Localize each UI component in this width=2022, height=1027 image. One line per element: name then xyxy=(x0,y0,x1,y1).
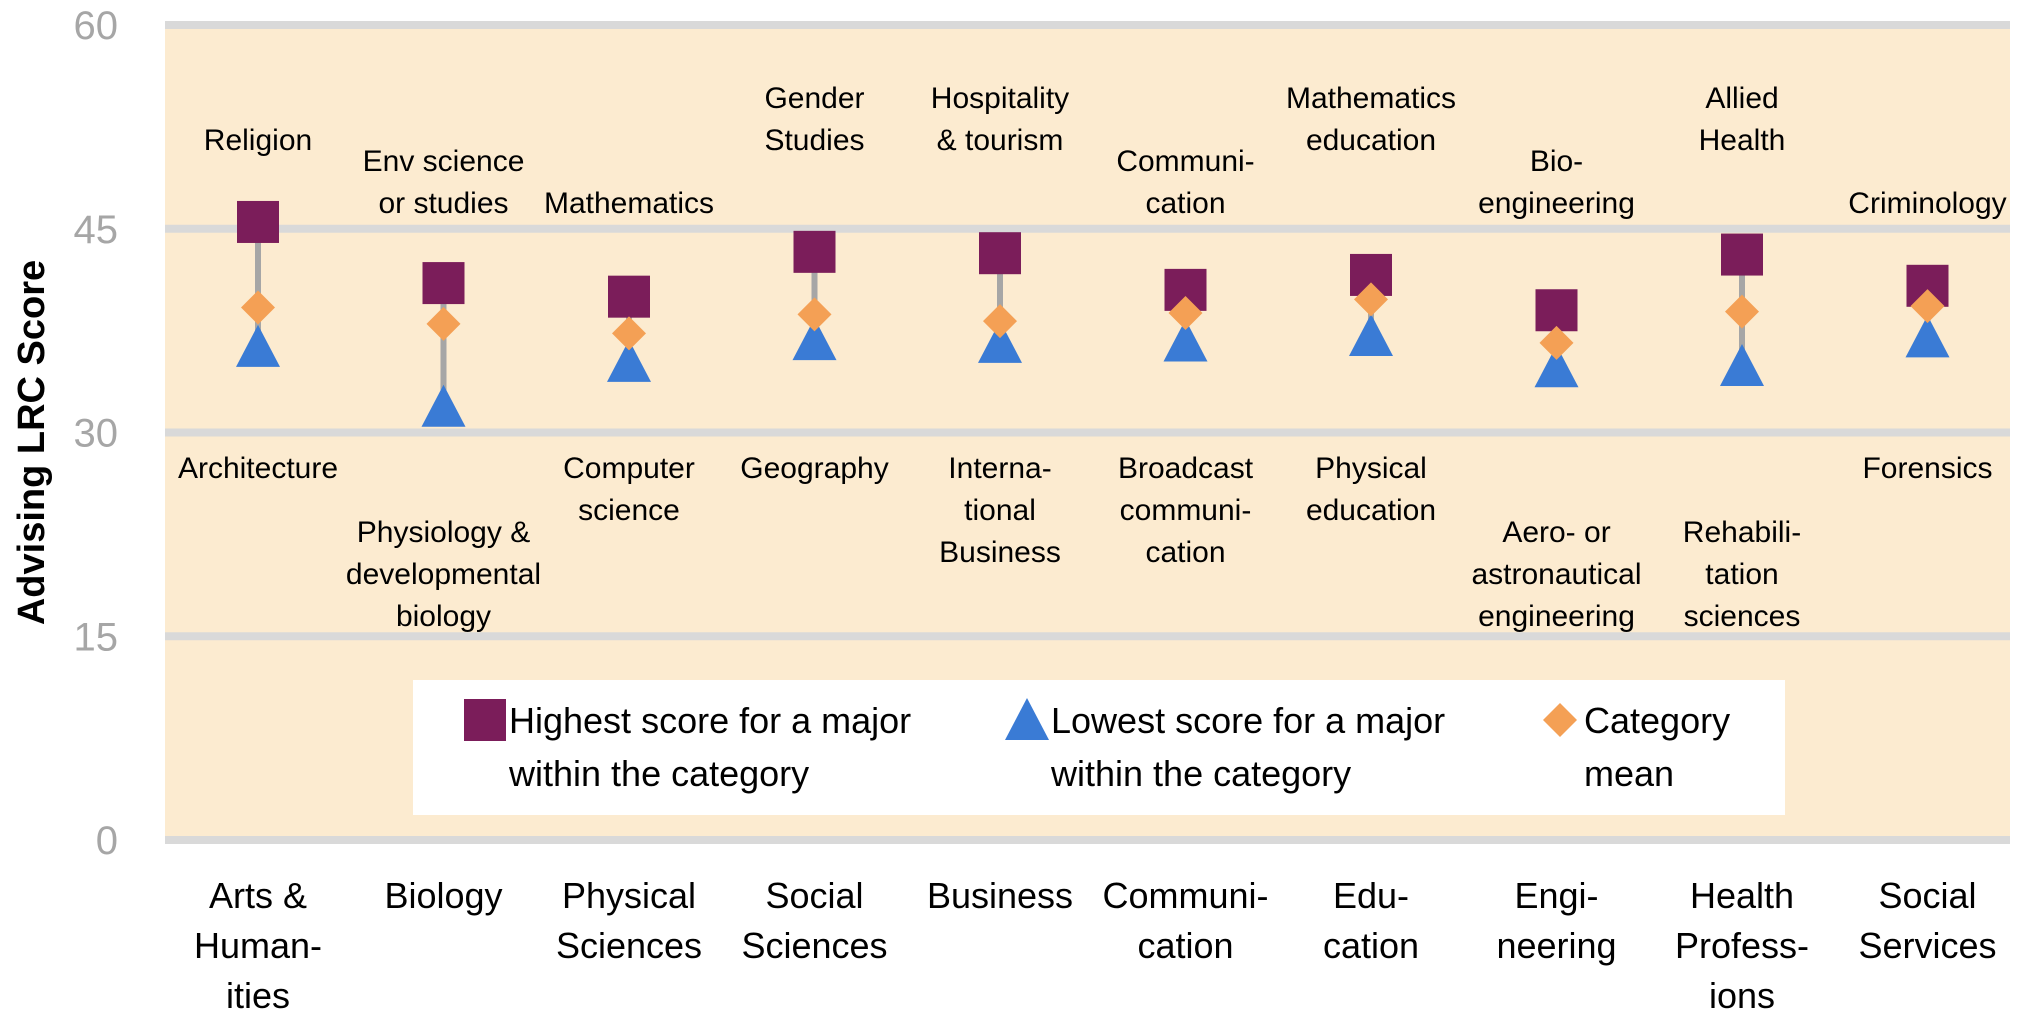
lowest-major-label: Physical education xyxy=(1306,452,1436,527)
gridlines xyxy=(165,21,2010,844)
category-mean-point xyxy=(983,304,1017,339)
category-mean-point xyxy=(1539,325,1574,360)
y-tick-label: 30 xyxy=(74,412,119,456)
lowest-major-label: Forensics xyxy=(1862,452,1992,485)
lowest-score-point xyxy=(978,320,1022,363)
category-label: Social Services xyxy=(1858,875,1996,966)
legend-box xyxy=(413,680,1785,815)
y-axis-label: Advising LRC Score xyxy=(11,260,53,625)
lowest-major-label: Computer science xyxy=(563,452,695,527)
highest-major-label: Mathematics education xyxy=(1286,82,1456,157)
highest-major-label: Criminology xyxy=(1848,187,2006,220)
legend-entry-label: Lowest score for a major within the categ… xyxy=(1050,700,1445,794)
y-tick-label: 60 xyxy=(74,4,119,48)
highest-score-point xyxy=(793,230,836,273)
lowest-major-label: Rehabili-tation sciences xyxy=(1683,516,1801,633)
highest-major-label: Env science or studies xyxy=(363,145,525,220)
category-label: Arts & Human-ities xyxy=(194,875,322,1016)
highest-major-label: Communi-cation xyxy=(1116,145,1254,220)
y-tick-label: 15 xyxy=(74,615,119,659)
category-label: Edu-cation xyxy=(1323,875,1419,966)
highest-major-label: Allied Health xyxy=(1699,82,1786,157)
highest-score-point xyxy=(1535,289,1578,332)
category-mean-point xyxy=(612,316,646,351)
major-labels: Religion Env science or studies Mathematics… xyxy=(178,82,2007,633)
highest-major-label: Hospitality & tourism xyxy=(931,82,1069,157)
lowest-score-point xyxy=(1534,345,1579,388)
lowest-score-point xyxy=(1720,343,1764,386)
lowest-score-point xyxy=(1163,319,1208,362)
data-markers xyxy=(236,200,1950,427)
category-label: Health Profess-ions xyxy=(1675,875,1809,1016)
category-label: Biology xyxy=(384,875,502,916)
highest-score-point xyxy=(979,232,1021,275)
lowest-major-label: Physiology & developmental biology xyxy=(346,516,541,633)
lowest-score-point xyxy=(1349,314,1393,357)
category-mean-point xyxy=(1725,294,1759,329)
legend-entry-label: Highest score for a major within the cate… xyxy=(508,700,911,794)
y-tick-label: 0 xyxy=(96,819,118,863)
category-label: Communi-cation xyxy=(1102,875,1268,966)
lowest-major-label: Geography xyxy=(740,452,888,485)
highest-major-label: Gender Studies xyxy=(764,82,864,157)
category-mean-point xyxy=(797,297,832,332)
highest-major-label: Mathematics xyxy=(544,187,714,220)
highest-score-point xyxy=(1721,233,1763,276)
category-label: Engi-neering xyxy=(1496,875,1616,966)
category-mean-point xyxy=(1168,295,1203,330)
lowest-score-point xyxy=(236,324,280,367)
category-labels: Arts & Human-ities Biology Physical Sciences… xyxy=(194,875,1997,1016)
category-mean-point xyxy=(241,290,275,325)
lowest-score-point xyxy=(1905,315,1950,358)
category-label: Physical Sciences xyxy=(556,875,702,966)
category-label: Business xyxy=(927,875,1073,916)
lowest-score-point xyxy=(607,339,651,382)
highest-score-point xyxy=(237,200,279,243)
legend: Highest score for a major within the cate… xyxy=(413,680,1785,815)
highest-score-point xyxy=(608,275,650,318)
y-tick-labels: 0 15 30 45 60 xyxy=(74,4,119,863)
category-mean-point xyxy=(426,306,461,341)
lowest-score-point xyxy=(421,384,466,427)
category-mean-point xyxy=(1354,282,1388,317)
legend-marker xyxy=(464,699,506,741)
y-tick-label: 45 xyxy=(74,208,119,252)
lowest-major-label: Aero- or astronautical engineering xyxy=(1471,516,1641,633)
legend-marker xyxy=(1543,703,1577,737)
highest-major-label: Religion xyxy=(204,124,312,157)
category-mean-point xyxy=(1910,289,1945,324)
highest-score-point xyxy=(422,262,465,305)
legend-marker xyxy=(1005,698,1049,740)
category-label: Social Sciences xyxy=(741,875,887,966)
lowest-major-label: Interna-tional Business xyxy=(939,452,1061,569)
highest-major-label: Bio-engineering xyxy=(1478,145,1635,220)
lowest-major-label: Architecture xyxy=(178,452,338,485)
lowest-major-label: Broadcast communi-cation xyxy=(1118,452,1254,569)
legend-entry-label: Category mean xyxy=(1584,700,1730,794)
lowest-score-point xyxy=(792,318,837,361)
